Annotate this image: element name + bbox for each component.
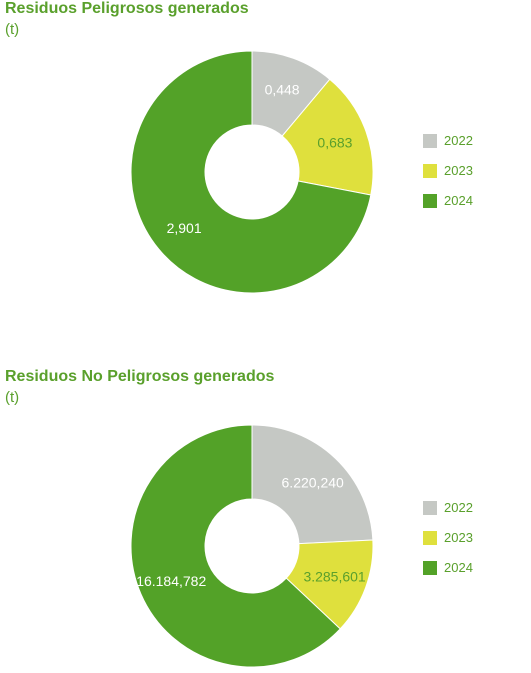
- legend-swatch: [423, 501, 437, 515]
- legend-label: 2022: [444, 133, 473, 148]
- donut-slice-2024: [130, 50, 372, 294]
- legend-swatch: [423, 561, 437, 575]
- legend-label: 2024: [444, 560, 473, 575]
- slice-value-label: 0,683: [317, 135, 352, 151]
- legend-swatch: [423, 164, 437, 178]
- legend-label: 2023: [444, 163, 473, 178]
- legend-label: 2023: [444, 530, 473, 545]
- legend-swatch: [423, 134, 437, 148]
- slice-value-label: 0,448: [265, 81, 300, 97]
- legend-label: 2024: [444, 193, 473, 208]
- chart-unit: (t): [5, 21, 20, 38]
- donut-slice-2023: [281, 78, 374, 196]
- slice-value-label: 3.285,601: [303, 568, 365, 584]
- slice-value-label: 6.220,240: [282, 474, 344, 490]
- slice-value-label: 16.184,782: [136, 573, 206, 589]
- donut-slice-2022: [251, 424, 374, 545]
- legend-swatch: [423, 531, 437, 545]
- chart-unit: (t): [5, 389, 20, 406]
- legend-label: 2022: [444, 500, 473, 515]
- legend-swatch: [423, 194, 437, 208]
- chart-title: Residuos No Peligrosos generados: [5, 368, 275, 385]
- slice-value-label: 2,901: [167, 220, 202, 236]
- chart-title: Residuos Peligrosos generados: [5, 0, 249, 17]
- donut-slice-2024: [130, 424, 341, 668]
- donut-chart: 6.220,240 3.285,601 16.184,782: [130, 424, 374, 668]
- chart-peligrosos: Residuos Peligrosos generados (t) 0,448 0…: [0, 0, 531, 336]
- chart-no-peligrosos: Residuos No Peligrosos generados (t) 6.2…: [0, 368, 531, 673]
- donut-chart: 0,448 0,683 2,901: [130, 50, 374, 294]
